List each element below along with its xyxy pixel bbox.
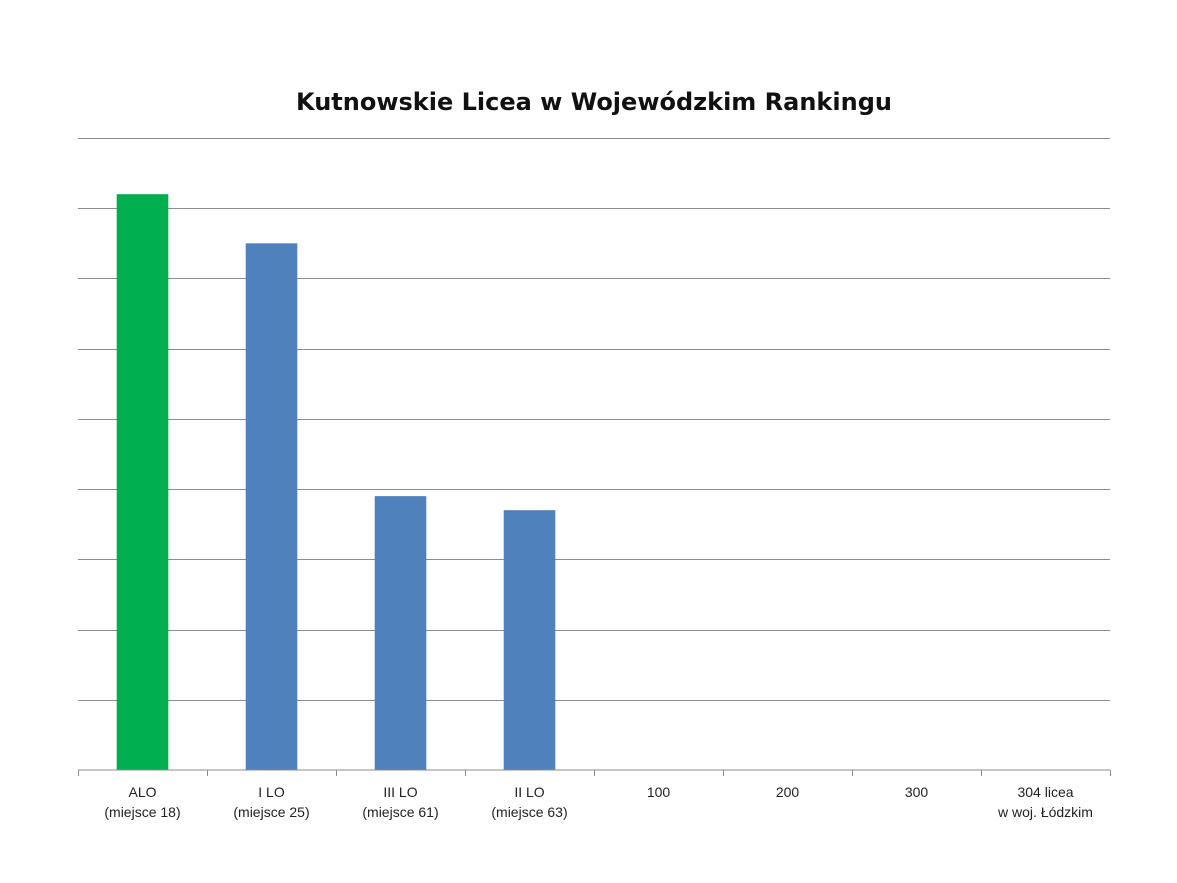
bar [116,194,169,770]
bar [503,510,556,770]
x-tick-label: II LO (miejsce 63) [491,784,567,820]
x-tick-label: 200 [776,784,800,800]
bars [116,194,556,771]
x-axis-labels: ALO (miejsce 18) I LO (miejsce 25) III LO (mi… [104,784,1093,820]
x-tick-label: 304 licea w woj. Łódzkim [997,784,1093,820]
x-tick-label: III LO (miejsce 61) [362,784,438,820]
chart-title: Kutnowskie Licea w Wojewódzkim Rankingu [296,88,892,116]
x-tick-label: 100 [647,784,671,800]
x-tick-label: 300 [905,784,929,800]
gridlines [78,138,1110,701]
bar [245,243,298,771]
bar [374,496,427,770]
x-tick-label: ALO (miejsce 18) [104,784,180,820]
x-axis-ticks [78,770,1111,776]
x-tick-label: I LO (miejsce 25) [233,784,309,820]
